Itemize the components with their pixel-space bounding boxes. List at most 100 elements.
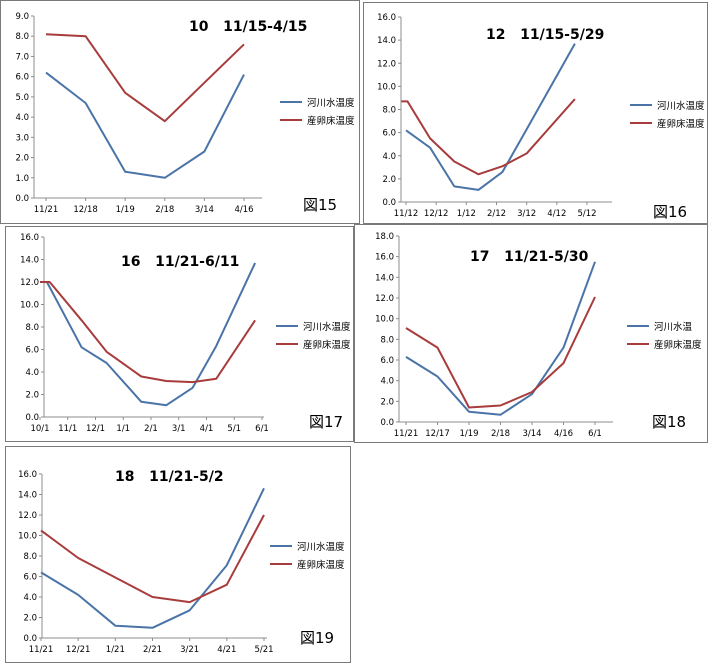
x-tick-label: 5/12 xyxy=(577,209,596,219)
chart-title: 17 11/21-5/30 xyxy=(470,249,589,265)
y-tick-label: 4.0 xyxy=(23,593,37,603)
y-tick-label: 14.0 xyxy=(377,36,396,46)
x-tick-label: 12/21 xyxy=(66,645,91,655)
x-tick-label: 3/14 xyxy=(195,205,214,215)
y-tick-label: 6.0 xyxy=(15,73,29,83)
legend-swatch-river xyxy=(630,104,652,106)
y-tick-label: 8.0 xyxy=(23,552,37,562)
x-tick-label: 12/17 xyxy=(425,429,450,439)
chart-legend: 河川水温 産卵床温度 xyxy=(627,317,702,353)
legend-label-river: 河川水温度 xyxy=(307,98,355,109)
chart-panel-fig19: 0.0 2.0 4.0 6.0 8.0 10.0 12.0 14.0 16.0 11/21 12/2… xyxy=(5,446,351,663)
figure-label: 図15 xyxy=(303,196,338,214)
x-tick-label: 2/21 xyxy=(143,645,162,655)
chart-panel-fig17: 0.0 2.0 4.0 6.0 8.0 10.0 12.0 14.0 16.0 10/1 11/1 1… xyxy=(5,226,354,442)
figure-label: 図17 xyxy=(309,413,344,431)
x-tick-label: 1/21 xyxy=(106,645,125,655)
y-tick-label: 8.0 xyxy=(380,335,394,345)
y-tick-label: 10.0 xyxy=(375,315,394,325)
x-tick-label: 1/19 xyxy=(116,205,135,215)
y-tick-label: 16.0 xyxy=(377,13,396,23)
x-tick-label: 1/12 xyxy=(457,209,476,219)
legend-label-river: 河川水温 xyxy=(654,322,693,333)
y-tick-label: 2.0 xyxy=(23,614,37,624)
y-tick-label: 12.0 xyxy=(377,59,396,69)
y-tick-label: 9.0 xyxy=(15,12,29,22)
legend-label-river: 河川水温度 xyxy=(297,542,345,553)
series-line-river-water-temp xyxy=(46,262,257,407)
y-tick-label: 2.0 xyxy=(380,397,394,407)
y-tick-label: 12.0 xyxy=(18,511,37,521)
y-tick-label: 14.0 xyxy=(20,256,39,266)
y-tick-label: 16.0 xyxy=(18,470,37,480)
legend-label-spawning: 産卵床温度 xyxy=(303,340,351,351)
chart-title: 12 11/15-5/29 xyxy=(486,27,605,43)
y-tick-label: 6.0 xyxy=(380,356,394,366)
y-tick-label: 4.0 xyxy=(380,377,394,387)
y-tick-label: 1.0 xyxy=(15,174,29,184)
y-tick-label: 2.0 xyxy=(382,175,396,185)
chart-legend: 河川水温度 産卵床温度 xyxy=(270,537,345,573)
y-tick-label: 0.0 xyxy=(382,198,396,208)
legend-item-river: 河川水温度 xyxy=(270,537,345,555)
x-tick-label: 2/12 xyxy=(487,209,506,219)
y-tick-label: 6.0 xyxy=(382,129,396,139)
legend-swatch-river xyxy=(280,101,302,103)
legend-item-river: 河川水温度 xyxy=(630,96,705,114)
x-tick-label: 1/19 xyxy=(459,429,478,439)
y-tick-label: 18.0 xyxy=(375,232,394,242)
x-tick-label: 5/21 xyxy=(254,645,273,655)
y-tick-label: 8.0 xyxy=(15,32,29,42)
y-tick-label: 0.0 xyxy=(380,418,394,428)
legend-item-spawning: 産卵床温度 xyxy=(276,335,351,353)
chart-title: 18 11/21-5/2 xyxy=(115,469,224,485)
chart-title: 10 11/15-4/15 xyxy=(189,19,308,35)
y-tick-label: 14.0 xyxy=(375,273,394,283)
y-tick-label: 0.0 xyxy=(25,413,39,423)
chart-panel-fig15: 0.0 1.0 2.0 3.0 4.0 5.0 6.0 7.0 8.0 9.0 11/21 12/18… xyxy=(0,0,360,224)
y-tick-label: 12.0 xyxy=(375,294,394,304)
legend-label-spawning: 産卵床温度 xyxy=(657,119,705,130)
chart-svg: 0.0 2.0 4.0 6.0 8.0 10.0 12.0 14.0 16.0 18.0 11/21… xyxy=(375,232,613,439)
chart-svg: 0.0 2.0 4.0 6.0 8.0 10.0 12.0 14.0 16.0 11/21 12/2… xyxy=(18,470,273,655)
x-tick-label: 4/16 xyxy=(554,429,573,439)
legend-item-river: 河川水温度 xyxy=(280,93,355,111)
series-line-river-water-temp xyxy=(405,261,596,416)
x-tick-label: 10/1 xyxy=(30,424,49,434)
x-tick-label: 11/1 xyxy=(58,424,77,434)
legend-item-spawning: 産卵床温度 xyxy=(627,335,702,353)
x-tick-label: 4/16 xyxy=(234,205,253,215)
legend-label-spawning: 産卵床温度 xyxy=(654,340,702,351)
x-tick-label: 11/21 xyxy=(34,205,59,215)
legend-item-spawning: 産卵床温度 xyxy=(630,114,705,132)
series-line-spawning-bed-temp xyxy=(45,33,245,123)
series-line-spawning-bed-temp xyxy=(405,296,596,409)
x-tick-label: 12/1 xyxy=(86,424,105,434)
x-tick-label: 12/18 xyxy=(73,205,98,215)
x-tick-label: 11/21 xyxy=(29,645,54,655)
figure-label: 図19 xyxy=(300,629,335,647)
legend-item-spawning: 産卵床温度 xyxy=(270,555,345,573)
y-tick-label: 10.0 xyxy=(20,301,39,311)
x-tick-label: 2/18 xyxy=(491,429,510,439)
chart-title: 16 11/21-6/11 xyxy=(121,254,240,270)
chart-svg: 0.0 1.0 2.0 3.0 4.0 5.0 6.0 7.0 8.0 9.0 11/21 12/18… xyxy=(15,12,262,215)
x-tick-label: 11/21 xyxy=(394,429,419,439)
y-tick-label: 8.0 xyxy=(382,106,396,116)
chart-legend: 河川水温度 産卵床温度 xyxy=(280,93,355,129)
series-line-spawning-bed-temp xyxy=(401,98,576,176)
y-tick-label: 3.0 xyxy=(15,133,29,143)
x-tick-label: 4/12 xyxy=(547,209,566,219)
figure-label: 図18 xyxy=(652,413,687,431)
series-line-spawning-bed-temp xyxy=(40,514,265,604)
legend-swatch-spawning xyxy=(630,122,652,124)
legend-label-river: 河川水温度 xyxy=(657,101,705,112)
y-tick-label: 4.0 xyxy=(15,113,29,123)
series-line-river-water-temp xyxy=(40,487,265,629)
legend-item-river: 河川水温 xyxy=(627,317,702,335)
legend-item-river: 河川水温度 xyxy=(276,317,351,335)
y-tick-label: 6.0 xyxy=(23,573,37,583)
x-tick-label: 4/1 xyxy=(200,424,214,434)
chart-legend: 河川水温度 産卵床温度 xyxy=(630,96,705,132)
series-line-river-water-temp xyxy=(405,43,576,191)
